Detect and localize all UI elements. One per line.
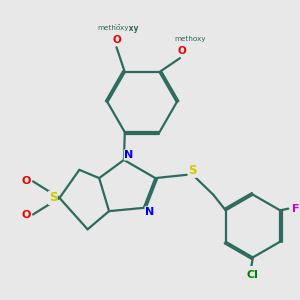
Text: methoxy: methoxy (174, 36, 206, 42)
Text: S: S (188, 164, 197, 177)
Text: O: O (177, 46, 186, 56)
Text: N: N (124, 150, 134, 160)
Text: N: N (145, 207, 154, 217)
Text: O: O (21, 210, 31, 220)
Text: S: S (49, 191, 57, 204)
Text: Cl: Cl (247, 270, 259, 280)
Text: O: O (112, 35, 121, 45)
Text: O: O (21, 176, 31, 186)
Text: methoxy: methoxy (101, 24, 139, 33)
Text: F: F (292, 204, 300, 214)
Text: methoxy: methoxy (98, 25, 129, 31)
